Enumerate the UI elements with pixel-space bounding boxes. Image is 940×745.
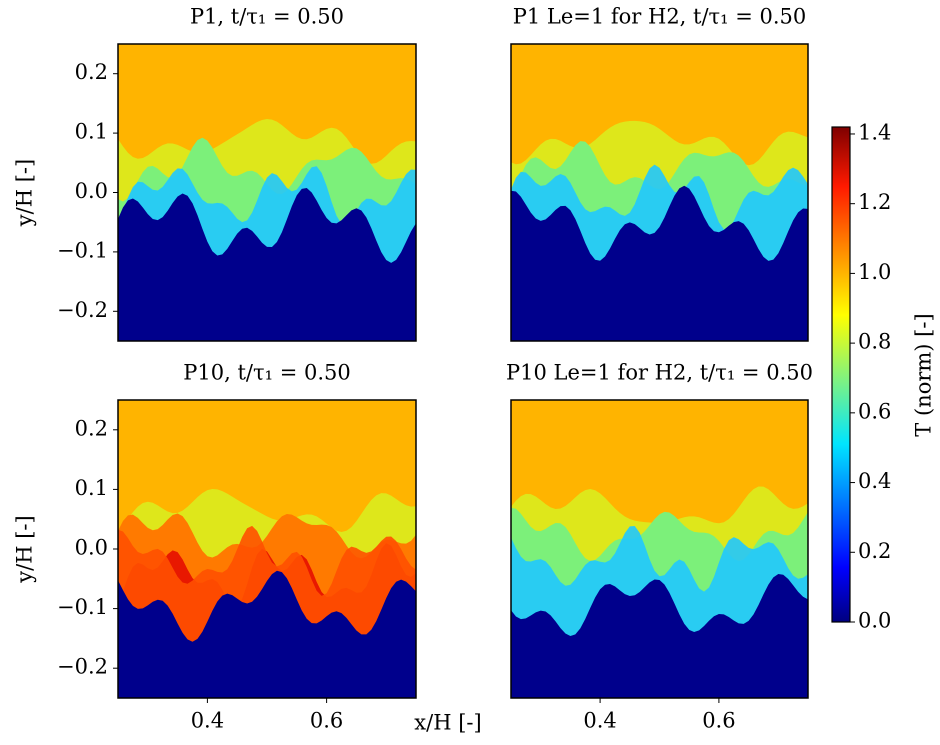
colorbar-tick-label: 0.0 (858, 609, 891, 633)
colorbar-tick-label: 0.4 (858, 469, 891, 493)
field (118, 400, 416, 698)
field (511, 400, 808, 698)
y-tick-label: −0.1 (57, 595, 108, 619)
y-axis-label: y/H [-] (13, 159, 37, 227)
field (118, 44, 416, 341)
y-tick-label: 0.1 (75, 476, 108, 500)
field-cold (511, 574, 808, 698)
y-tick-label: 0.2 (75, 60, 108, 84)
y-tick-label: −0.2 (57, 655, 108, 679)
y-tick-label: 0.0 (75, 179, 108, 203)
y-tick-label: 0.0 (75, 536, 108, 560)
colorbar-tick-label: 0.2 (858, 539, 891, 563)
y-tick-label: 0.1 (75, 120, 108, 144)
field-cold (118, 188, 416, 341)
x-tick-label: 0.6 (310, 709, 343, 733)
y-tick-label: −0.1 (57, 238, 108, 262)
panel-title: P10, t/τ₁ = 0.50 (183, 361, 350, 385)
panel-frame (510, 399, 809, 699)
panel-title: P1, t/τ₁ = 0.50 (190, 5, 344, 29)
y-tick-label: −0.2 (57, 298, 108, 322)
field (511, 44, 808, 341)
colorbar-tick-label: 1.0 (858, 260, 891, 284)
panel-title: P10 Le=1 for H2, t/τ₁ = 0.50 (506, 361, 813, 385)
y-tick-label: 0.2 (75, 416, 108, 440)
colorbar-tick-label: 0.6 (858, 399, 891, 423)
colorbar-tick-label: 0.8 (858, 330, 891, 354)
colorbar-tick-label: 1.2 (858, 190, 891, 214)
x-tick-label: 0.6 (702, 709, 735, 733)
colorbar (831, 126, 851, 623)
x-tick-label: 0.4 (191, 709, 224, 733)
x-tick-label: 0.4 (583, 709, 616, 733)
panel-frame (510, 43, 809, 342)
colorbar-label: T (norm) [-] (912, 313, 936, 436)
y-axis-label: y/H [-] (13, 515, 37, 583)
colorbar-tick-label: 1.4 (858, 120, 891, 144)
field-cold (118, 570, 416, 698)
x-axis-label: x/H [-] (414, 711, 481, 735)
field-cold (511, 185, 808, 341)
panel-title: P1 Le=1 for H2, t/τ₁ = 0.50 (513, 5, 807, 29)
